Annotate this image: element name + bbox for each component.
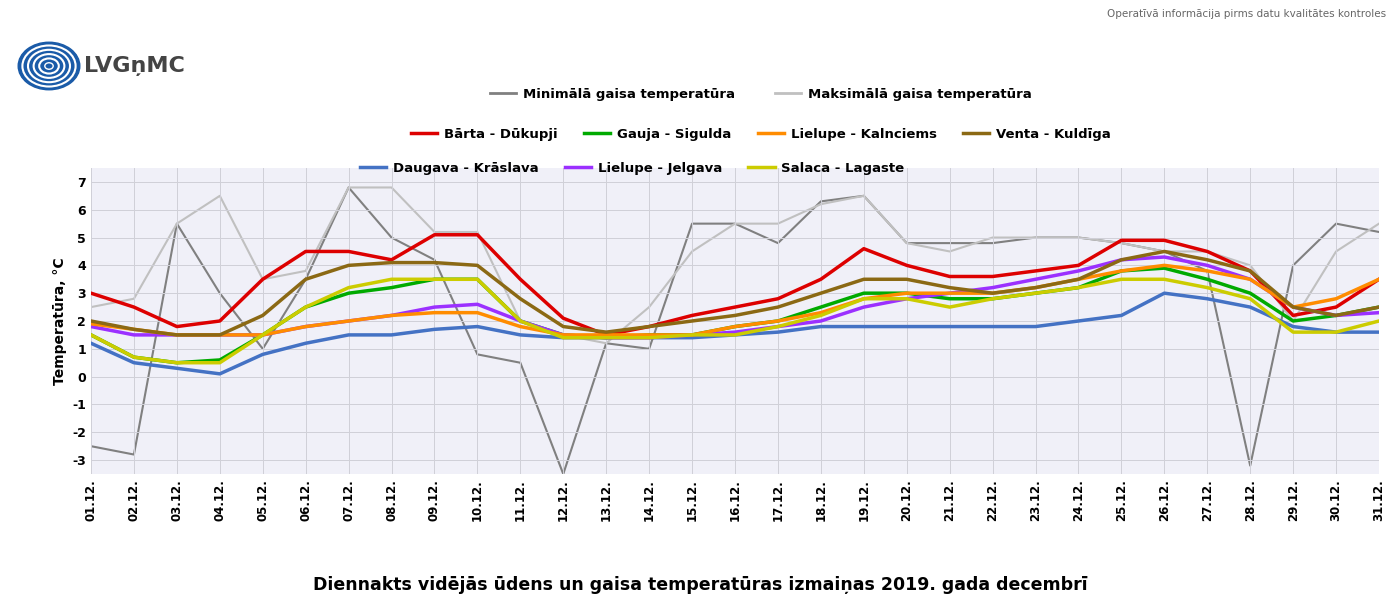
Circle shape [18, 42, 80, 90]
Text: Diennakts vidējās ūdens un gaisa temperatūras izmaiņas 2019. gada decembrī: Diennakts vidējās ūdens un gaisa tempera… [312, 576, 1088, 594]
Legend: Daugava - Krāslava, Lielupe - Jelgava, Salaca - Lagaste: Daugava - Krāslava, Lielupe - Jelgava, S… [354, 156, 910, 180]
Y-axis label: Temperatūra, °C: Temperatūra, °C [53, 257, 67, 385]
Text: Operatīvā informācija pirms datu kvalitātes kontroles: Operatīvā informācija pirms datu kvalitā… [1107, 9, 1386, 19]
Text: LVGņMC: LVGņMC [84, 56, 185, 76]
